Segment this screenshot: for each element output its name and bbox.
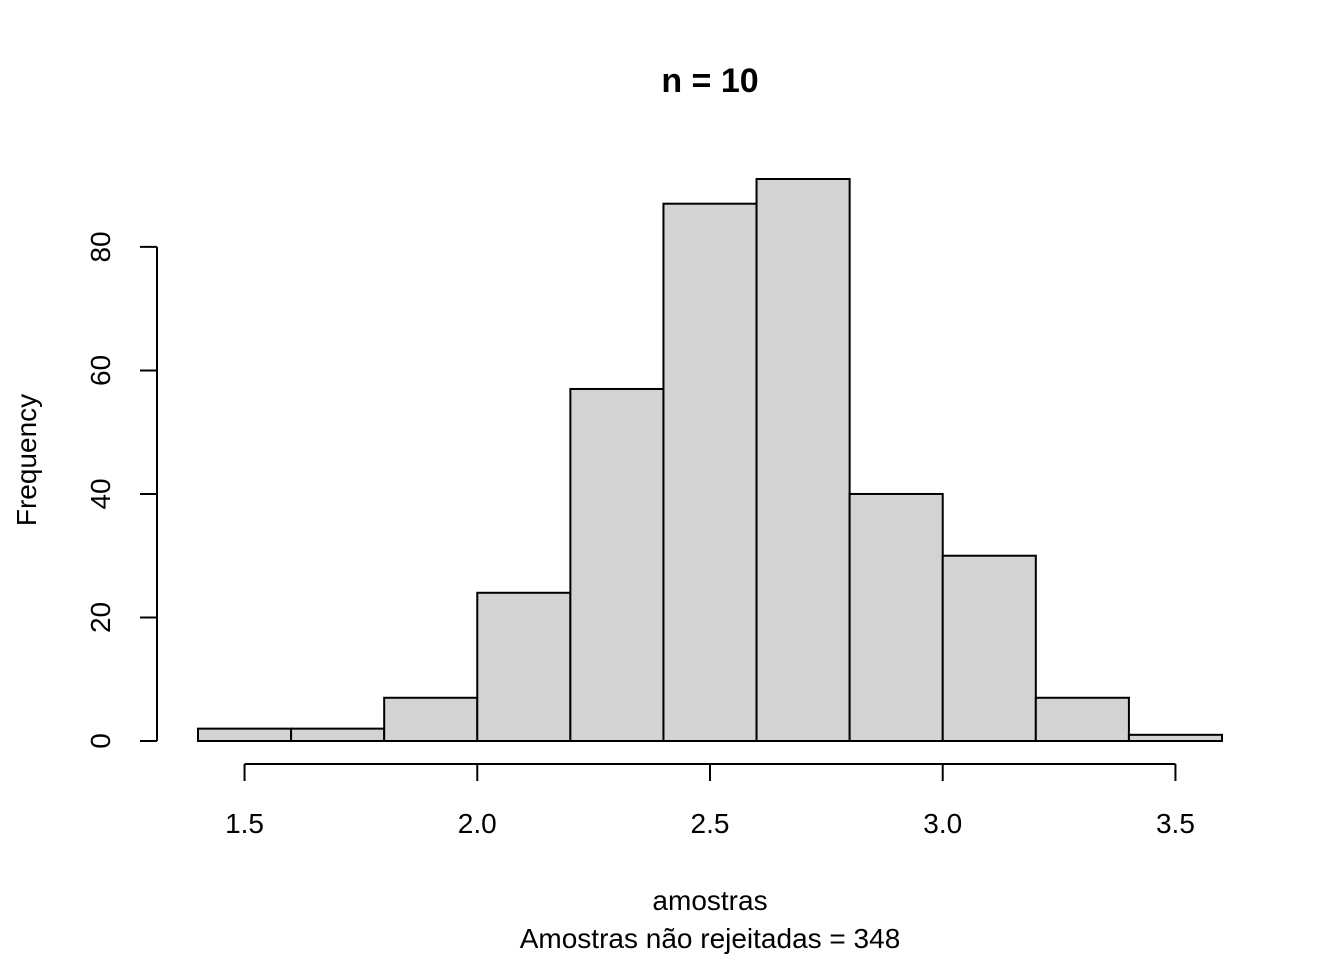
histogram-bar-11 <box>1127 733 1223 742</box>
chart-title: n = 10 <box>661 62 758 100</box>
histogram-bar-2 <box>290 727 386 743</box>
histogram-bar-3 <box>383 696 479 742</box>
histogram-bar-9 <box>941 554 1037 742</box>
histogram-bar-4 <box>476 591 572 742</box>
y-tick-label: 20 <box>85 602 116 633</box>
x-tick-label: 2.0 <box>458 808 497 839</box>
histogram-bar-1 <box>197 727 293 743</box>
bars-group <box>197 178 1223 743</box>
y-tick-label: 60 <box>85 355 116 386</box>
histogram-bar-7 <box>755 178 851 742</box>
y-tick-label: 40 <box>85 478 116 509</box>
x-tick-label: 2.5 <box>691 808 730 839</box>
chart-subtitle: Amostras não rejeitadas = 348 <box>520 923 901 954</box>
x-axis: 1.5 2.0 2.5 3.0 3.5 <box>225 763 1195 839</box>
histogram-bar-6 <box>662 202 758 742</box>
x-tick-label: 3.0 <box>923 808 962 839</box>
histogram-bar-5 <box>569 387 665 742</box>
histogram-bar-8 <box>848 492 944 743</box>
y-tick-label: 80 <box>85 231 116 262</box>
x-tick-label: 1.5 <box>225 808 264 839</box>
histogram-bar-10 <box>1034 696 1130 742</box>
x-axis-label: amostras <box>652 885 767 916</box>
y-axis-label: Frequency <box>11 394 42 526</box>
y-axis: 0 20 40 60 80 <box>85 231 158 749</box>
y-tick-label: 0 <box>85 733 116 749</box>
x-tick-label: 3.5 <box>1156 808 1195 839</box>
